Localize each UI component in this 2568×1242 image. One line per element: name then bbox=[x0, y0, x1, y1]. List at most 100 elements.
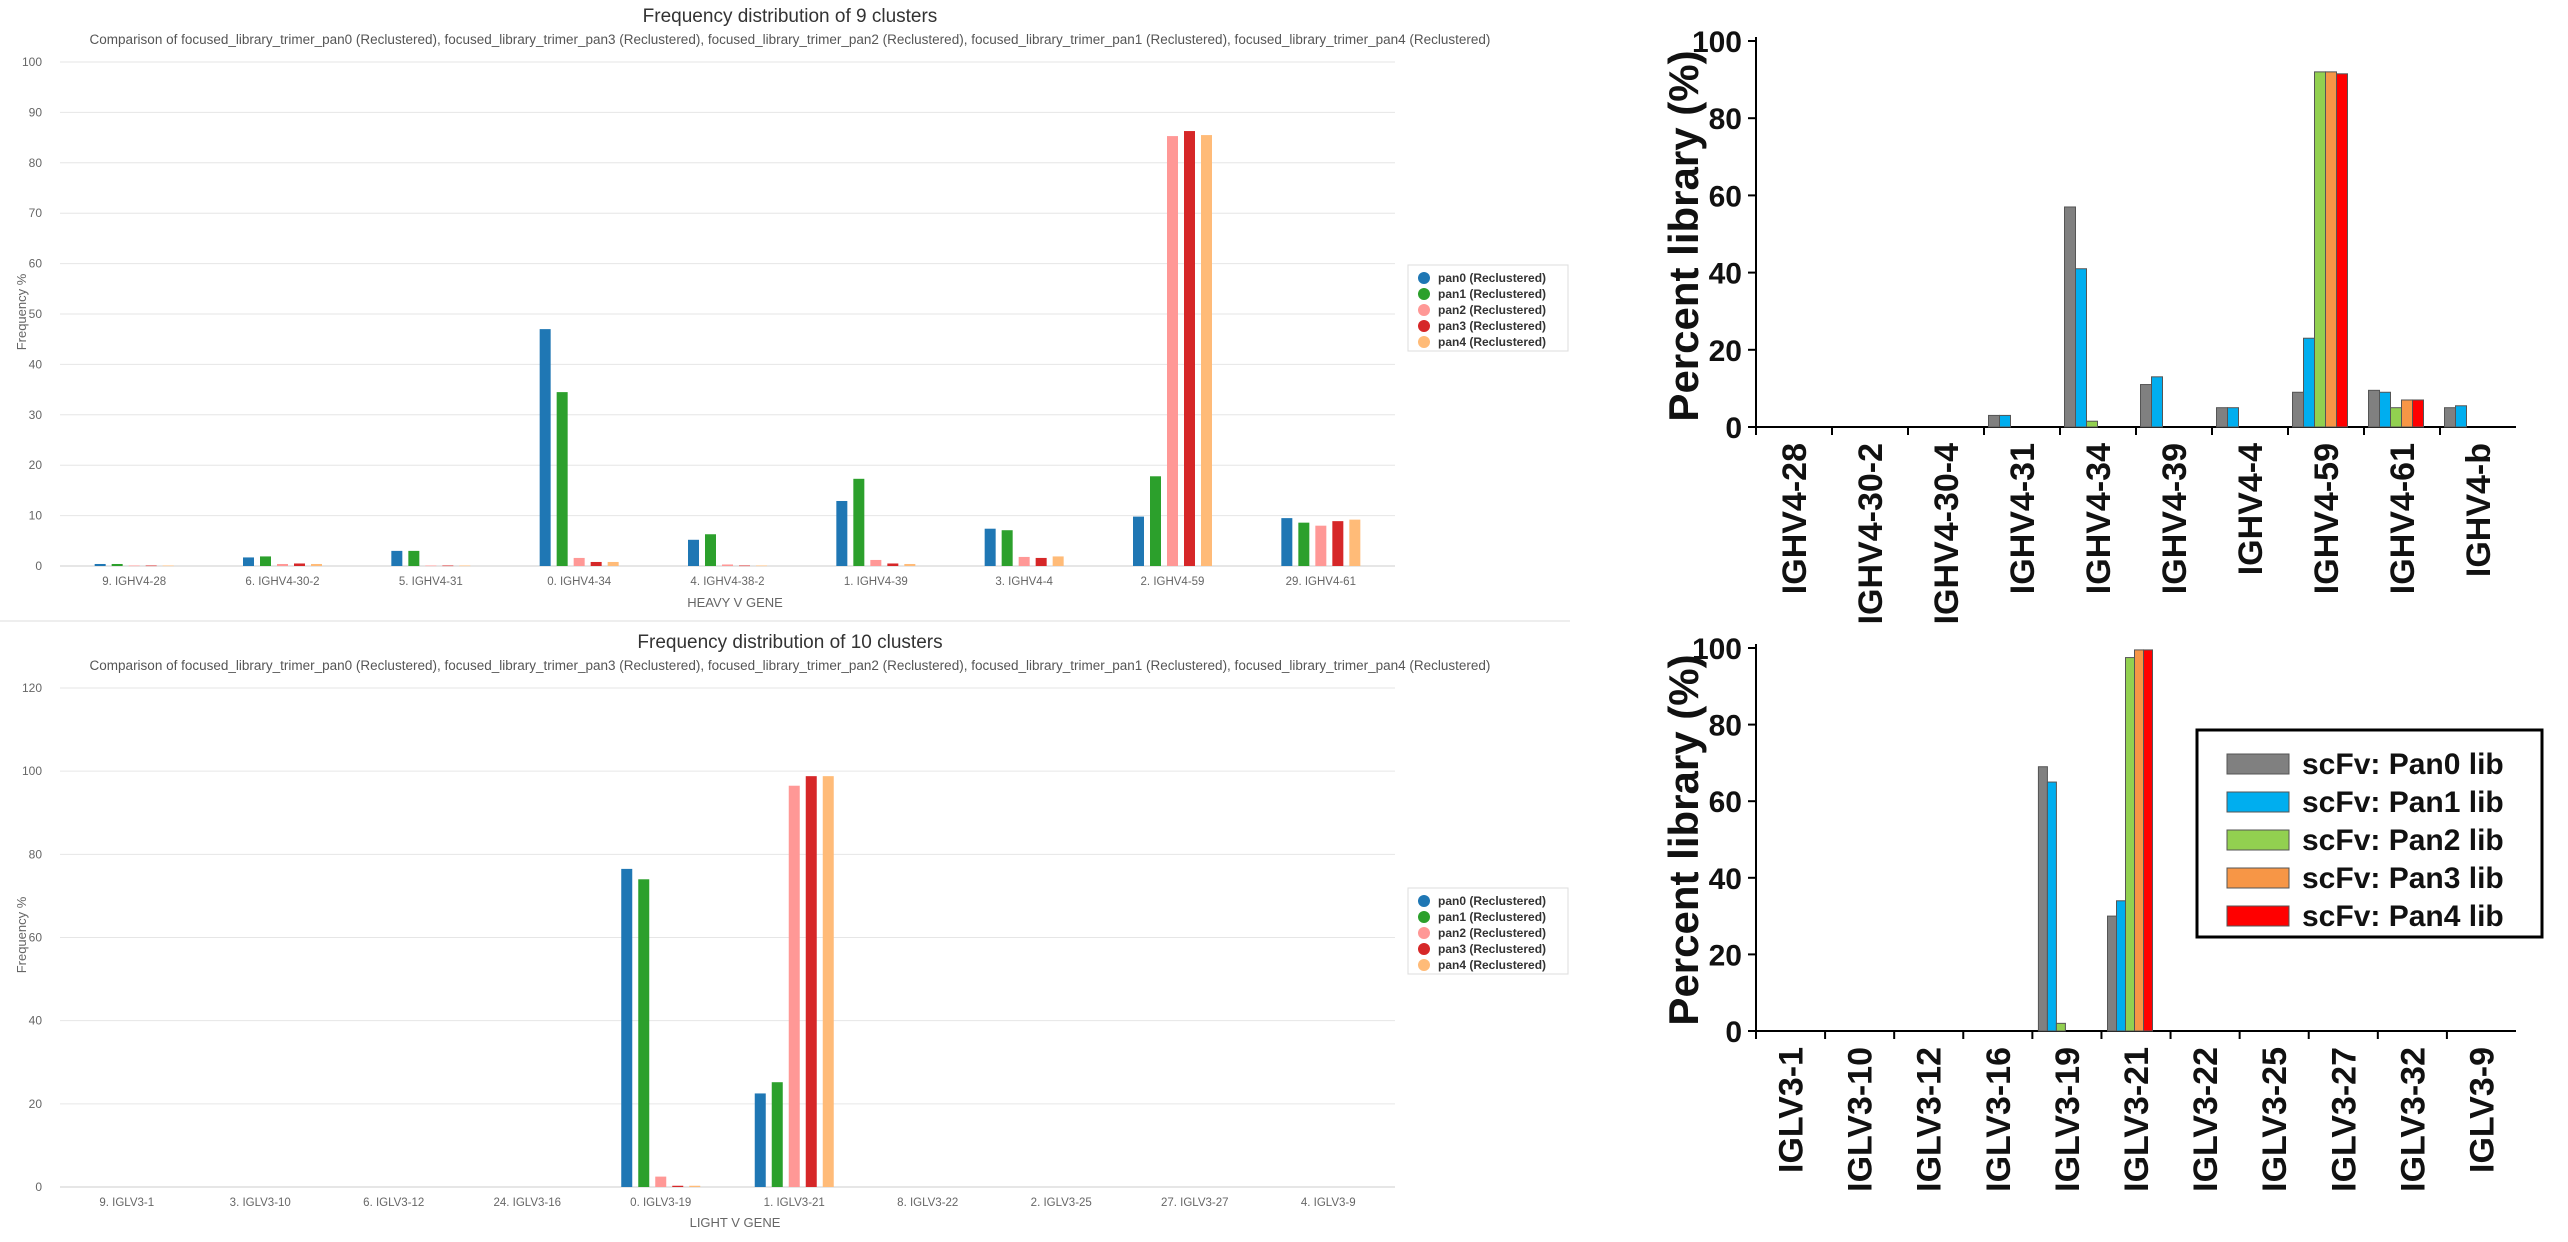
chart4-bar-scfvpan0lib bbox=[2037, 766, 2048, 1032]
chart3-bar-scfvpan0lib bbox=[2140, 384, 2152, 428]
chart3-x-tick-label: IGHV4-b bbox=[2460, 443, 2498, 577]
chart3-bar-scfvpan0lib bbox=[2444, 407, 2456, 428]
chart1-bar-pan1 bbox=[111, 563, 123, 566]
chart1-legend-label: pan3 (Reclustered) bbox=[1438, 319, 1546, 333]
chart3-y-tick-label: 0 bbox=[1725, 412, 1742, 445]
chart1-bar-pan1 bbox=[1150, 476, 1161, 566]
chart2-legend-label: pan0 (Reclustered) bbox=[1438, 894, 1546, 908]
chart1-y-tick-label: 20 bbox=[29, 458, 43, 472]
chart2-legend-label: pan4 (Reclustered) bbox=[1438, 958, 1546, 972]
chart4-x-tick-label: IGLV3-27 bbox=[2325, 1047, 2363, 1192]
chart4-y-axis-label: Percent library (%) bbox=[1660, 654, 1707, 1025]
chart2-legend-marker bbox=[1418, 927, 1430, 939]
chart1-bar-pan0 bbox=[243, 557, 254, 566]
chart1-y-tick-label: 90 bbox=[29, 105, 43, 119]
chart3-bar-scfvpan1lib bbox=[2227, 407, 2239, 428]
chart3-y-tick-label: 80 bbox=[1709, 103, 1742, 136]
chart4-bar-scfvpan2lib bbox=[2125, 657, 2135, 1032]
chart1-y-tick-label: 100 bbox=[22, 55, 42, 69]
chart1-bar-pan2 bbox=[1315, 525, 1327, 566]
chart2-subtitle: Comparison of focused_library_trimer_pan… bbox=[90, 658, 1491, 673]
chart1-bar-pan0 bbox=[984, 528, 996, 566]
chart1-bar-pan4 bbox=[607, 561, 619, 566]
chart1-bar-pan3 bbox=[1332, 521, 1344, 566]
chart3-bar-scfvpan3lib bbox=[2401, 399, 2413, 428]
chart4-x-tick-label: IGLV3-19 bbox=[2049, 1047, 2087, 1192]
chart2-bar-pan4 bbox=[822, 776, 834, 1187]
chart1-bar-pan0 bbox=[1133, 516, 1144, 566]
chart1-legend-marker bbox=[1418, 288, 1430, 300]
chart2-bar-pan0 bbox=[754, 1093, 766, 1187]
chart4-x-tick-label: IGLV3-21 bbox=[2118, 1047, 2156, 1192]
chart4-x-tick-label: IGLV3-10 bbox=[1842, 1047, 1880, 1192]
chart1-y-tick-label: 30 bbox=[29, 408, 43, 422]
chart2-x-tick-label: 4. IGLV3-9 bbox=[1301, 1197, 1356, 1209]
chart3-x-tick-label: IGHV4-39 bbox=[2156, 443, 2194, 594]
chart4-legend-label: scFv: Pan1 lib bbox=[2302, 786, 2504, 819]
chart3-x-tick-label: IGHV4-31 bbox=[2004, 443, 2042, 594]
chart1-bar-pan1 bbox=[1298, 522, 1310, 566]
chart1-bar-pan2 bbox=[573, 557, 585, 566]
chart4-bar-scfvpan4lib bbox=[2143, 649, 2153, 1032]
chart4-legend-marker bbox=[2226, 791, 2290, 813]
chart1-legend-label: pan4 (Reclustered) bbox=[1438, 335, 1546, 349]
chart1-bar-pan4 bbox=[1349, 519, 1361, 566]
chart1-bar-pan2 bbox=[722, 564, 733, 566]
chart2-x-tick-label: 0. IGLV3-19 bbox=[630, 1197, 691, 1209]
chart2-y-tick-label: 120 bbox=[22, 681, 42, 695]
chart2-legend-label: pan3 (Reclustered) bbox=[1438, 942, 1546, 956]
chart1-x-tick-label: 0. IGHV4-34 bbox=[547, 576, 612, 588]
chart1-bar-pan0 bbox=[688, 539, 699, 566]
chart1-x-tick-label: 3. IGHV4-4 bbox=[995, 576, 1053, 588]
chart1-bar-pan0 bbox=[94, 563, 106, 566]
chart1-legend-marker bbox=[1418, 304, 1430, 316]
chart1-bar-pan2 bbox=[277, 563, 288, 566]
chart2-x-tick-label: 9. IGLV3-1 bbox=[99, 1197, 154, 1209]
chart1-bar-pan3 bbox=[739, 565, 750, 567]
chart4-y-tick-label: 100 bbox=[1692, 633, 1742, 666]
chart4-y-tick-label: 60 bbox=[1709, 786, 1742, 819]
chart3-bar-scfvpan1lib bbox=[2075, 268, 2087, 428]
chart3-bar-scfvpan3lib bbox=[2325, 71, 2337, 428]
chart1-bar-pan1 bbox=[260, 556, 271, 566]
chart1-legend-marker bbox=[1418, 320, 1430, 332]
chart1-x-tick-label: 5. IGHV4-31 bbox=[399, 576, 463, 588]
chart3-bar-scfvpan2lib bbox=[2314, 71, 2326, 428]
chart1-bar-pan4 bbox=[1052, 556, 1064, 566]
chart1-y-tick-label: 10 bbox=[29, 509, 43, 523]
chart3-bar-scfvpan0lib bbox=[2216, 407, 2228, 428]
chart3-x-tick-label: IGHV4-34 bbox=[2080, 443, 2118, 594]
chart1-bar-pan0 bbox=[1281, 518, 1293, 566]
chart1-bar-pan3 bbox=[442, 565, 454, 567]
chart4-legend-label: scFv: Pan4 lib bbox=[2302, 900, 2504, 933]
chart2-x-tick-label: 6. IGLV3-12 bbox=[363, 1197, 424, 1209]
chart2-y-tick-label: 20 bbox=[29, 1097, 43, 1111]
chart2-bar-pan2 bbox=[655, 1176, 667, 1187]
chart3-bar-scfvpan4lib bbox=[2336, 73, 2348, 428]
chart1-legend-label: pan0 (Reclustered) bbox=[1438, 271, 1546, 285]
chart4-x-tick-label: IGLV3-16 bbox=[1980, 1047, 2018, 1192]
chart2-y-axis-label: Frequency % bbox=[14, 896, 29, 973]
chart1-y-tick-label: 70 bbox=[29, 206, 43, 220]
chart1-bar-pan2 bbox=[1018, 556, 1030, 566]
chart1-x-tick-label: 2. IGHV4-59 bbox=[1141, 576, 1205, 588]
chart1-subtitle: Comparison of focused_library_trimer_pan… bbox=[90, 32, 1491, 47]
chart3-bar-scfvpan0lib bbox=[1988, 414, 2000, 428]
chart2-bar-pan1 bbox=[638, 879, 650, 1187]
chart4-x-tick-label: IGLV3-9 bbox=[2463, 1047, 2501, 1173]
chart4-y-tick-label: 20 bbox=[1709, 939, 1742, 972]
chart2-bar-pan4 bbox=[689, 1185, 701, 1187]
chart1-bar-pan1 bbox=[408, 550, 420, 566]
chart4-x-tick-label: IGLV3-1 bbox=[1773, 1047, 1811, 1173]
chart2-y-tick-label: 60 bbox=[29, 931, 43, 945]
chart1-bar-pan3 bbox=[1184, 131, 1195, 566]
chart3-y-axis-label: Percent library (%) bbox=[1660, 50, 1707, 421]
chart3-x-tick-label: IGHV4-30-4 bbox=[1928, 443, 1966, 624]
chart3-bar-scfvpan0lib bbox=[2064, 206, 2076, 428]
chart4-x-tick-label: IGLV3-22 bbox=[2187, 1047, 2225, 1192]
chart4-legend-marker bbox=[2226, 905, 2290, 927]
chart3-y-tick-label: 100 bbox=[1692, 26, 1742, 59]
chart3-bar-scfvpan1lib bbox=[2151, 376, 2163, 428]
chart1-bar-pan1 bbox=[1001, 530, 1013, 566]
